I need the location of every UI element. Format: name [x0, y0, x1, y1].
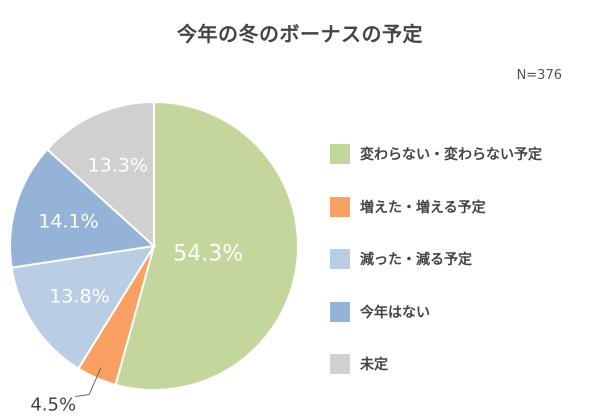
slice-value-label-5: 13.3%: [88, 154, 148, 176]
legend-swatch-2: [330, 196, 350, 217]
legend-item-1: 変わらない・変わらない予定: [330, 141, 590, 167]
chart-title: 今年の冬のボーナスの予定: [177, 22, 423, 46]
leader-line-2: [75, 367, 102, 397]
legend-label-4: 今年はない: [360, 304, 430, 321]
chart-legend: 変わらない・変わらない予定 増えた・増える予定 減った・減る予定 今年はない未定: [330, 141, 590, 404]
legend-swatch-1: [330, 144, 350, 164]
legend-item-3: 減った・減る予定: [330, 246, 590, 272]
legend-label-1: 変わらない・変わらない予定: [360, 147, 542, 163]
legend-swatch-3: [330, 249, 350, 269]
pie-slice-3: [10, 244, 156, 370]
legend-label-3: 減った・減る予定: [360, 252, 472, 268]
legend-item-2: 増えた・増える予定: [330, 194, 590, 220]
legend-item-4: 今年はない: [330, 299, 590, 325]
legend-swatch-4: [330, 301, 350, 322]
slice-value-label-2: 4.5%: [30, 394, 76, 415]
legend-label-5: 未定: [360, 357, 388, 373]
pie-slice-4: [9, 148, 157, 269]
legend-item-5: 未定: [330, 351, 590, 377]
slice-value-label-1: 54.3%: [173, 241, 243, 266]
legend-swatch-5: [330, 354, 350, 374]
pie-slice-1: [114, 100, 299, 391]
sample-size-note: N=376: [516, 68, 562, 83]
pie-slice-5: [45, 100, 155, 249]
slice-value-label-3: 13.8%: [49, 285, 109, 307]
legend-label-2: 増えた・増える予定: [360, 199, 486, 216]
slice-value-label-4: 14.1%: [38, 210, 98, 232]
